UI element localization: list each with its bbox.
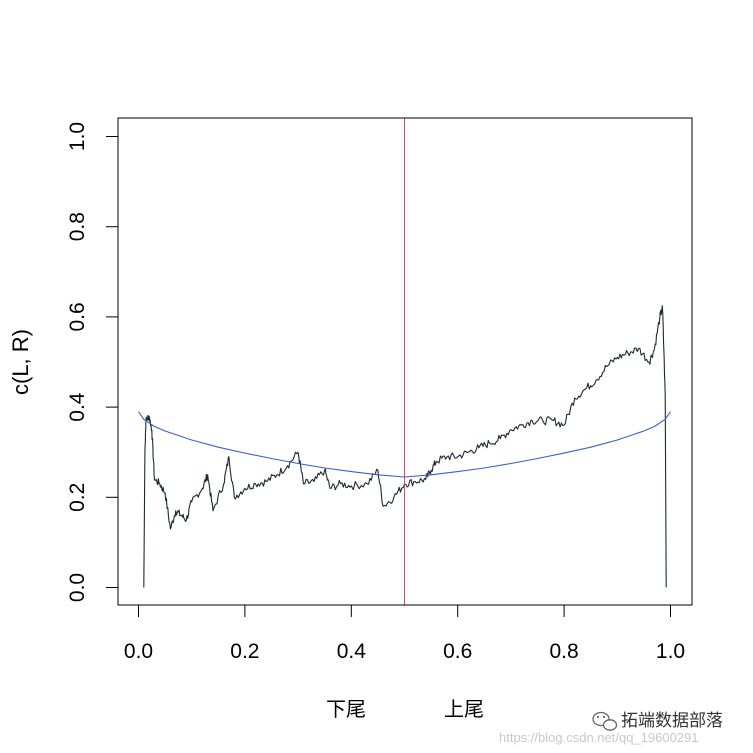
watermark: 拓端数据部落 https://blog.csdn.net/qq_19600291 [499,711,723,745]
y-tick-label: 0.0 [66,573,89,602]
x-tick-label: 0.4 [337,640,367,663]
empirical-curve [143,305,667,588]
plot-frame [117,117,693,606]
y-tick-label: 0.4 [66,392,89,422]
wechat-icon [592,711,618,731]
y-axis-title: c(L, R) [8,329,33,395]
watermark-name: 拓端数据部落 [621,711,723,731]
x-label-lower-tail: 下尾 [326,697,366,721]
y-tick-label: 0.8 [66,212,89,241]
x-tick-label: 0.2 [230,640,259,663]
y-tick-label: 0.6 [66,302,89,331]
x-axis: 0.0 0.2 0.4 0.6 0.8 1.0 [124,604,685,663]
x-tick-label: 1.0 [656,640,685,663]
watermark-url: https://blog.csdn.net/qq_19600291 [499,730,699,745]
y-tick-label: 0.2 [66,483,89,512]
x-tick-label: 0.8 [549,640,578,663]
x-label-upper-tail: 上尾 [444,697,484,721]
x-tick-label: 0.0 [124,640,153,663]
y-tick-label: 1.0 [66,122,89,151]
x-tick-label: 0.6 [443,640,472,663]
